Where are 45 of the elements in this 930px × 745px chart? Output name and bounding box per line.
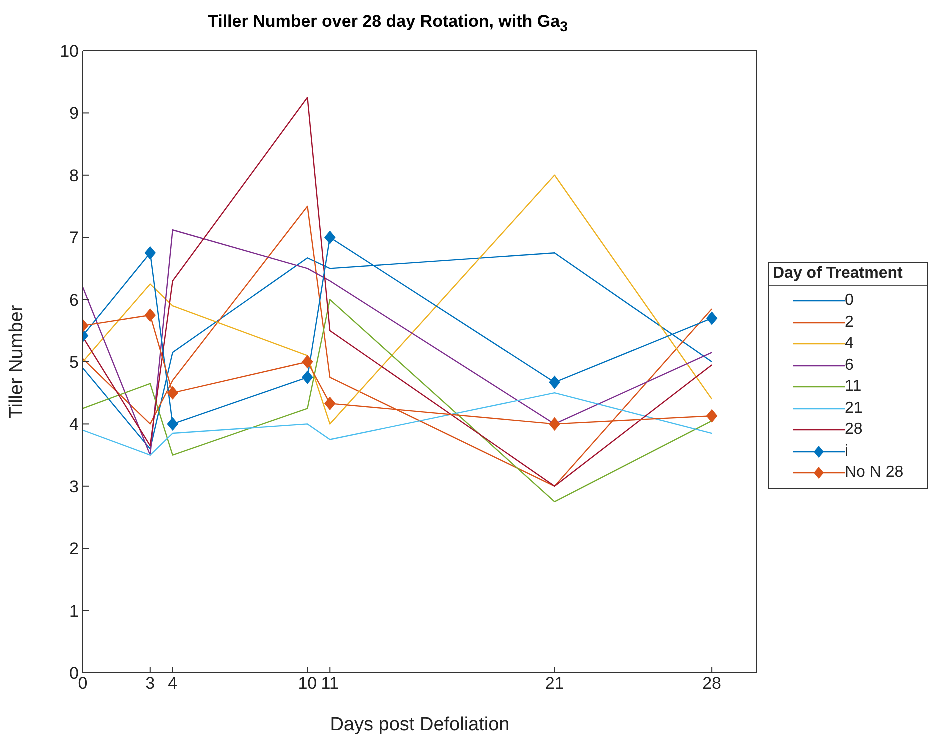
legend-label: 21 [845,400,863,418]
x-tick-label: 3 [146,674,156,694]
x-tick-label: 21 [545,674,564,694]
legend-label: 0 [845,292,854,310]
y-tick-label: 2 [70,540,79,559]
y-tick-label: 9 [70,104,79,124]
y-tick-label: 6 [70,290,79,310]
point [144,308,156,322]
x-tick-label: 10 [298,674,318,694]
legend-label: 4 [845,335,854,353]
point [549,376,560,390]
point [144,246,156,260]
chart-title: Tiller Number over 28 day Rotation, with Ga$_{3}$ [207,12,569,36]
y-tick-label: 10 [60,42,79,62]
point [167,386,178,400]
legend-label: i [845,442,849,460]
y-tick-label: 1 [70,602,79,621]
legend-label: No N 28 [845,464,904,482]
line-series [83,392,713,456]
y-tick-label: 5 [70,353,79,372]
point [302,356,314,368]
y-axis-title: Tiller Number [6,304,28,419]
point [706,312,718,325]
legend-label: 11 [845,378,862,396]
x-tick-label: 4 [168,674,178,694]
legend-label: 6 [845,356,854,374]
y-tick-label: 4 [70,415,79,434]
y-tick-label: 7 [70,228,79,248]
legend-label: 2 [845,314,854,332]
y-tick-label: 3 [70,477,79,496]
x-tick-label: 28 [702,674,722,694]
point [324,397,336,410]
legend-label: 28 [845,421,863,439]
x-tick-label: 11 [321,674,339,694]
line-series [83,97,713,487]
point [706,410,718,423]
legend-title: Day of Treatment [769,263,927,286]
point [167,418,178,431]
y-tick-label: 8 [70,166,79,186]
line-series [83,206,713,487]
x-axis-title: Days post Defoliation [330,714,510,736]
point [549,418,560,431]
line-series [83,174,713,425]
point [324,231,336,244]
point [302,371,314,384]
